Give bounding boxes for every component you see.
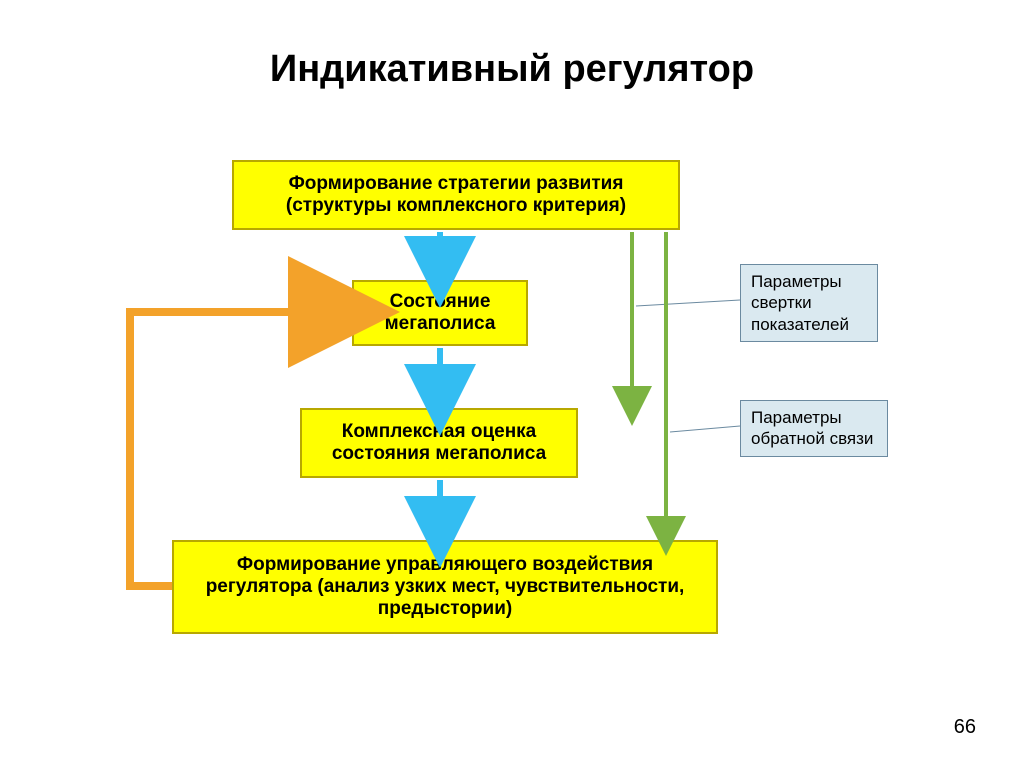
callout-pointer-c2: [670, 426, 740, 432]
node-complex-assessment: Комплексная оценка состояния мегаполиса: [300, 408, 578, 478]
callout-convolution-params: Параметры свертки показателей: [740, 264, 878, 342]
node-label: Комплексная оценка состояния мегаполиса: [316, 421, 562, 465]
page-title: Индикативный регулятор: [0, 48, 1024, 91]
callout-feedback-params: Параметры обратной связи: [740, 400, 888, 457]
page-number: 66: [954, 716, 976, 739]
node-label: Формирование управляющего воздействия ре…: [188, 554, 702, 620]
node-label: Формирование стратегии развития (структу…: [248, 173, 664, 217]
arrows-layer: [0, 0, 1024, 767]
node-label: Состояние мегаполиса: [368, 291, 512, 335]
callout-label: Параметры обратной связи: [751, 408, 873, 448]
callout-pointer-c1: [636, 300, 740, 306]
node-megapolis-state: Состояние мегаполиса: [352, 280, 528, 346]
callout-label: Параметры свертки показателей: [751, 272, 849, 334]
node-strategy-formation: Формирование стратегии развития (структу…: [232, 160, 680, 230]
node-regulator-action: Формирование управляющего воздействия ре…: [172, 540, 718, 634]
